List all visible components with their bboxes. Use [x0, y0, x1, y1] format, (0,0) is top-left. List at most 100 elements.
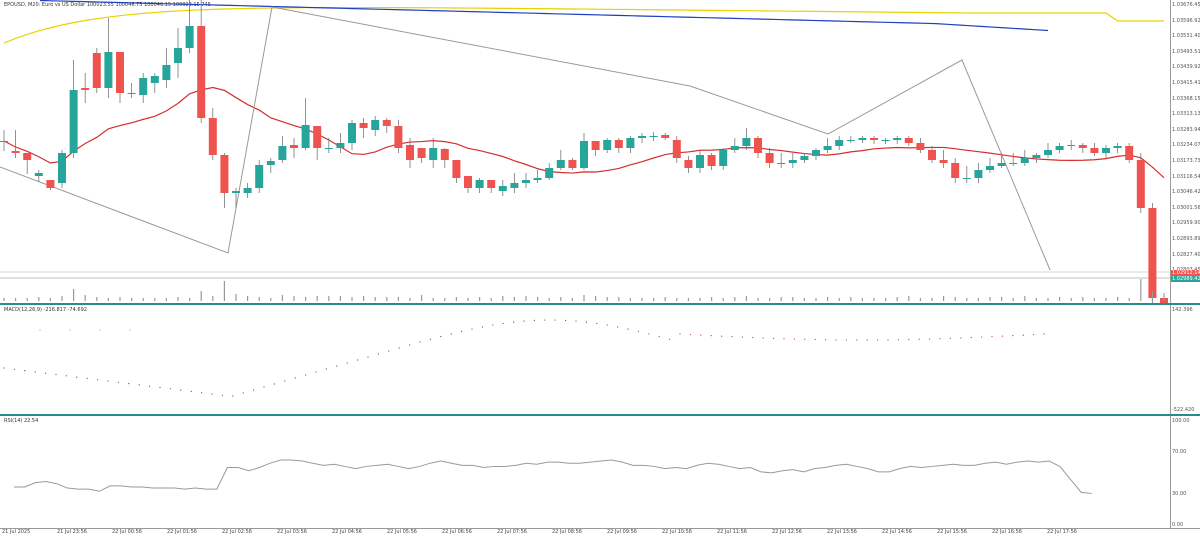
macd-title: MACD(12,26,9) -216.817 -74.692 [4, 307, 87, 313]
candle-body [266, 161, 275, 165]
macd-point [835, 339, 837, 341]
pane-separator-2[interactable] [0, 414, 1200, 416]
macd-point [159, 386, 161, 389]
price-axis-label: 1.03368.15 [1172, 95, 1200, 102]
rsi-axis-label: 0.00 [1172, 522, 1184, 528]
macd-point [450, 333, 452, 335]
macd-point [117, 381, 119, 383]
price-axis-label: 1.03493.51 [1172, 48, 1200, 55]
candle-body [684, 160, 693, 168]
price-axis-label: 1.02959.90 [1172, 220, 1200, 227]
time-axis-label: 22 Jul 16:56 [992, 529, 1022, 535]
zigzag-line [0, 6, 1051, 271]
macd-point [804, 338, 806, 340]
macd-point [86, 377, 88, 379]
rsi-axis-label: 70.00 [1172, 449, 1187, 455]
price-axis-label: 1.03313.13 [1172, 111, 1200, 118]
macd-point [305, 374, 307, 376]
candle-body [1102, 148, 1110, 153]
macd-point [825, 339, 827, 341]
macd-point [461, 330, 463, 333]
macd-point [481, 326, 483, 328]
candle-body [382, 120, 391, 126]
macd-point [773, 337, 775, 339]
pane-separator-1[interactable] [0, 303, 1200, 305]
candle-body [290, 145, 298, 148]
price-axis-label: 1.03439.92 [1172, 64, 1200, 71]
macd-point [523, 320, 525, 322]
candle-body [580, 141, 588, 168]
macd-point [45, 372, 47, 374]
candle-body [858, 138, 867, 140]
macd-point [201, 392, 203, 394]
candle-body [359, 123, 368, 128]
candle-body [1067, 145, 1076, 146]
candle-body [626, 138, 635, 148]
macd-chart[interactable] [0, 306, 1170, 414]
macd-point [409, 344, 411, 346]
macd-point [65, 375, 67, 377]
macd-point [398, 347, 400, 349]
macd-point [793, 338, 796, 340]
candle-body [545, 168, 554, 178]
candle-body [591, 141, 600, 150]
candle-body [939, 160, 948, 163]
candle-body [429, 148, 438, 160]
price-chart[interactable] [0, 0, 1170, 303]
time-axis-label: 21 Jul 2025 [2, 529, 31, 535]
candle-body [603, 140, 612, 150]
time-axis-label: 22 Jul 03:56 [277, 529, 307, 535]
macd-point [34, 371, 36, 373]
macd-point [211, 393, 213, 395]
macd-point [24, 370, 26, 372]
macd-axis [1170, 305, 1200, 414]
candle-body [255, 165, 264, 188]
candle-body [730, 146, 739, 150]
time-axis-label: 22 Jul 07:56 [497, 529, 527, 535]
price-axis-label: 1.03283.94 [1172, 126, 1200, 133]
candle-body [707, 155, 716, 166]
bid-price-tag: 1.02912.14 [1171, 270, 1200, 276]
macd-point [388, 350, 390, 352]
candle-body [846, 140, 855, 141]
macd-point [13, 368, 15, 370]
macd-point [325, 368, 327, 370]
macd-point [897, 339, 900, 341]
macd-point [492, 324, 494, 326]
price-axis-label: 1.02827.40 [1172, 251, 1200, 258]
time-axis-label: 22 Jul 11:56 [717, 529, 747, 535]
macd-signal-point [129, 329, 131, 331]
macd-point [689, 333, 692, 336]
macd-point [1012, 334, 1014, 337]
candle-body [58, 153, 66, 183]
macd-point [991, 336, 993, 338]
macd-point [377, 353, 379, 355]
candle-body [823, 146, 832, 150]
macd-point [76, 376, 78, 378]
candle-body [533, 178, 542, 180]
candle-body [1136, 160, 1145, 208]
candle-body [754, 138, 762, 153]
price-axis [1170, 0, 1200, 303]
rsi-axis-label: 100.00 [1172, 418, 1190, 424]
macd-point [710, 334, 712, 337]
macd-point [502, 322, 504, 325]
macd-point [221, 394, 223, 396]
candle-body [661, 135, 670, 138]
candle-body [174, 48, 182, 63]
candle-body [498, 186, 507, 191]
candle-body [881, 140, 890, 141]
time-axis-label: 22 Jul 14:56 [882, 529, 912, 535]
candle-body [1044, 150, 1052, 155]
macd-point [1043, 333, 1045, 335]
candle-body [1055, 146, 1064, 150]
candle-body [568, 160, 577, 168]
candle-body [986, 166, 994, 170]
candle-body [487, 180, 496, 188]
macd-point [1022, 334, 1024, 336]
macd-signal-point [99, 329, 101, 331]
rsi-chart[interactable] [0, 416, 1170, 528]
candle-body [104, 52, 113, 88]
candle-body [765, 153, 774, 163]
chart-title: EPOUSD, M20: Euro vs US Dollar 100023.55… [4, 2, 211, 8]
